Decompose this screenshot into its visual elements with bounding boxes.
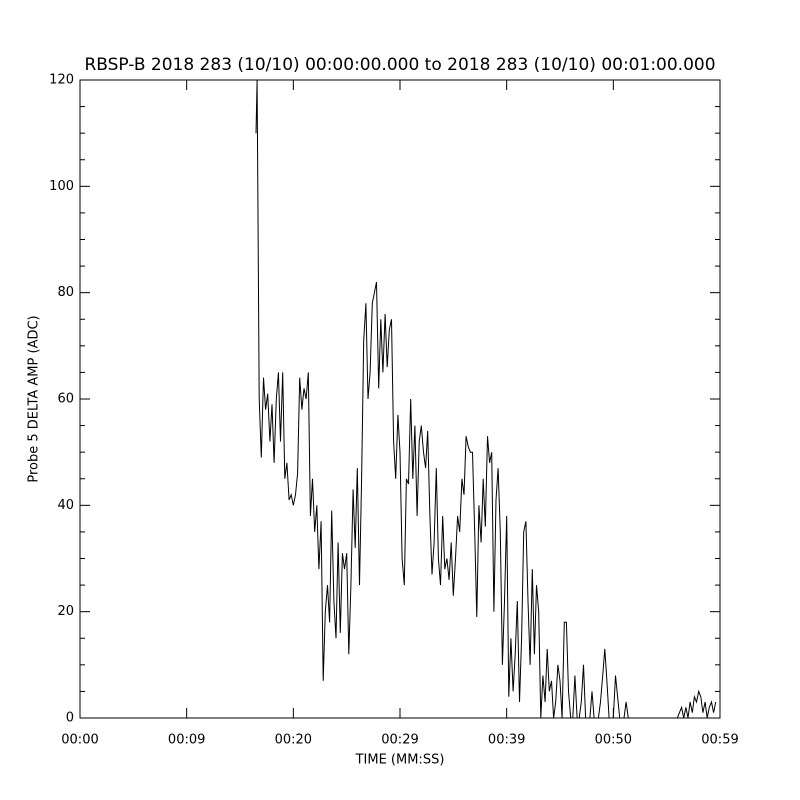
y-tick-label: 20 [57,604,74,619]
y-tick-label: 120 [49,73,74,88]
y-tick-label: 100 [49,179,74,194]
x-tick-label: 00:50 [595,733,632,748]
y-tick-label: 60 [57,392,74,407]
x-tick-label: 00:59 [701,733,738,748]
x-tick-label: 00:09 [168,733,205,748]
x-tick-label: 00:39 [488,733,525,748]
x-tick-label: 00:20 [275,733,312,748]
y-tick-label: 80 [57,285,74,300]
y-axis-label: Probe 5 DELTA AMP (ADC) [27,315,42,482]
data-line [255,80,717,718]
y-tick-label: 40 [57,498,74,513]
x-axis-label: TIME (MM:SS) [355,753,445,768]
plot-frame [79,79,721,719]
x-tick-label: 00:00 [61,733,98,748]
chart-title: RBSP-B 2018 283 (10/10) 00:00:00.000 to … [84,55,715,75]
x-tick-label: 00:29 [381,733,418,748]
y-tick-label: 0 [66,711,74,726]
